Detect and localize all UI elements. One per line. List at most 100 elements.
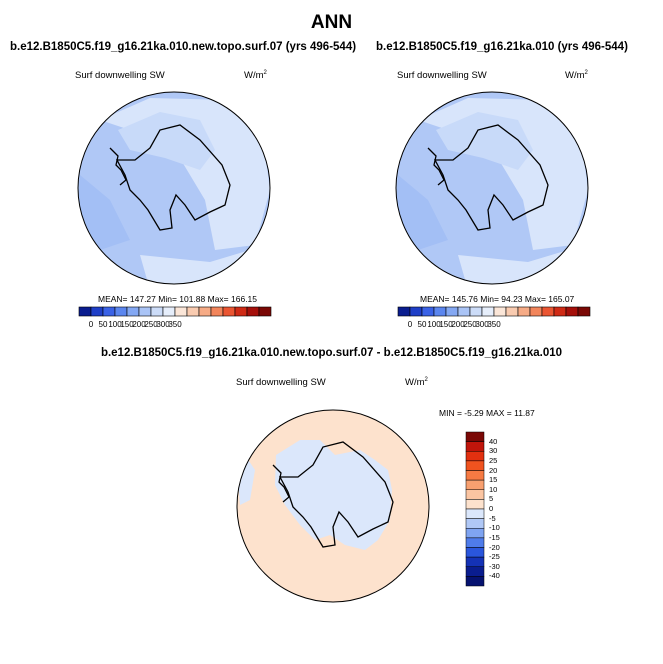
panel-3-colorbar-swatch: [465, 431, 485, 442]
panel-3-colorbar: [465, 431, 485, 587]
panel-2-colorbar-swatch: [493, 306, 507, 317]
panel-3-colorbar-label: 30: [489, 446, 498, 456]
panel-1-colorbar-swatch: [126, 306, 140, 317]
panel-3-colorbar-label: -5: [489, 513, 496, 523]
panel-2-colorbar-tick-label: 350: [487, 320, 501, 329]
panel-1-colorbar-tick-label: 350: [168, 320, 182, 329]
panel-3-title: b.e12.B1850C5.f19_g16.21ka.010.new.topo.…: [100, 347, 563, 359]
panel-3-stats: MIN = -5.29 MAX = 11.87: [439, 408, 535, 418]
panel-3-colorbar-swatch: [465, 460, 485, 471]
panel-3-colorbar-label: 15: [489, 475, 498, 485]
panel-3-colorbar-swatch: [465, 528, 485, 539]
panel-3-colorbar-label: -30: [489, 561, 500, 571]
panel-3-colorbar-swatch: [465, 470, 485, 481]
panel-3-colorbar-label: 40: [489, 436, 498, 446]
panel-3-colorbar-label: -20: [489, 542, 500, 552]
panel-1-colorbar-swatch: [102, 306, 116, 317]
panel-3-colorbar-label: -40: [489, 571, 500, 581]
panel-3-colorbar-swatch: [465, 547, 485, 558]
panel-1-colorbar-swatch: [222, 306, 236, 317]
panel-1-colorbar-tick-label: 100: [108, 320, 122, 329]
panel-2-colorbar: [397, 306, 591, 317]
panel-1-units: W/m2: [244, 70, 267, 82]
panel-2-colorbar-tick-label: 0: [407, 320, 413, 329]
panel-2-colorbar-swatch: [421, 306, 435, 317]
panel-2-colorbar-swatch: [445, 306, 459, 317]
panel-3-colorbar-label: -15: [489, 532, 500, 542]
panel-3-coastline: [272, 441, 394, 548]
panel-1-colorbar-tick-label: 200: [132, 320, 146, 329]
panel-2-colorbar-swatch: [409, 306, 423, 317]
panel-3-colorbar-swatch: [465, 451, 485, 462]
panel-1-colorbar-swatch: [90, 306, 104, 317]
panel-1-colorbar-swatch: [246, 306, 260, 317]
panel-1-colorbar-tick-label: 250: [144, 320, 158, 329]
panel-1-colorbar-swatch: [258, 306, 272, 317]
panel-2-colorbar-swatch: [469, 306, 483, 317]
panel-3-map: [237, 410, 429, 602]
panel-1-colorbar-tick-label: 50: [98, 320, 108, 329]
panel-3-colorbar-label: -25: [489, 552, 500, 562]
panel-1-colorbar: [78, 306, 272, 317]
panel-2-colorbar-swatch: [457, 306, 471, 317]
panel-2-colorbar-swatch: [553, 306, 567, 317]
panel-1-variable: Surf downwelling SW: [75, 70, 165, 81]
panel-2-colorbar-tick-label: 250: [463, 320, 477, 329]
panel-3-colorbar-swatch: [465, 441, 485, 452]
panel-3-colorbar-swatch: [465, 479, 485, 490]
panel-2-colorbar-swatch: [433, 306, 447, 317]
panel-3-colorbar-swatch: [465, 508, 485, 519]
page-title: ANN: [310, 12, 353, 33]
panel-2-colorbar-tick-label: 100: [427, 320, 441, 329]
panel-3-variable: Surf downwelling SW: [236, 377, 326, 388]
panel-2-globe-border: [395, 91, 589, 285]
panel-1-colorbar-swatch: [186, 306, 200, 317]
panel-3-colorbar-swatch: [465, 537, 485, 548]
panel-3-colorbar-swatch: [465, 499, 485, 510]
panel-2-stats: MEAN= 145.76 Min= 94.23 Max= 165.07: [420, 294, 575, 304]
panel-2-colorbar-swatch: [577, 306, 591, 317]
panel-3-colorbar-swatch: [465, 556, 485, 567]
panel-1-stats: MEAN= 147.27 Min= 101.88 Max= 166.15: [98, 294, 258, 304]
panel-3-colorbar-swatch: [465, 518, 485, 529]
panel-1-title: b.e12.B1850C5.f19_g16.21ka.010.new.topo.…: [10, 41, 357, 53]
panel-2-title: b.e12.B1850C5.f19_g16.21ka.010 (yrs 496-…: [376, 41, 628, 53]
panel-3-colorbar-label: 20: [489, 465, 498, 475]
panel-3-colorbar-swatch: [465, 576, 485, 587]
panel-3-colorbar-swatch: [465, 489, 485, 500]
panel-1-colorbar-swatch: [114, 306, 128, 317]
panel-3-units: W/m2: [405, 377, 428, 389]
panel-2-colorbar-tick-label: 50: [417, 320, 427, 329]
panel-2-colorbar-tick-label: 150: [439, 320, 453, 329]
panel-2-colorbar-swatch: [541, 306, 555, 317]
panel-1-globe-border: [77, 91, 271, 285]
panel-2-colorbar-tick-label: 200: [451, 320, 465, 329]
panel-1-colorbar-swatch: [162, 306, 176, 317]
panel-2-colorbar-swatch: [517, 306, 531, 317]
panel-2-variable: Surf downwelling SW: [397, 70, 487, 81]
panel-3-colorbar-label: 0: [489, 504, 494, 513]
panel-2-colorbar-swatch: [565, 306, 579, 317]
panel-1-coastline: [109, 124, 231, 231]
panel-1-colorbar-swatch: [174, 306, 188, 317]
panel-1-colorbar-tick-label: 300: [156, 320, 170, 329]
panel-1-colorbar-swatch: [150, 306, 164, 317]
panel-2-coastline: [427, 124, 549, 231]
panel-2-colorbar-swatch: [397, 306, 411, 317]
panel-3-colorbar-label: -10: [489, 523, 500, 533]
panel-2-map: [396, 92, 588, 284]
panel-3-colorbar-label: 10: [489, 484, 498, 494]
panel-2-colorbar-swatch: [529, 306, 543, 317]
panel-1-colorbar-swatch: [198, 306, 212, 317]
panel-1-colorbar-swatch: [210, 306, 224, 317]
panel-1-colorbar-tick-label: 150: [120, 320, 134, 329]
panel-1-colorbar-tick-label: 0: [88, 320, 94, 329]
panel-3-colorbar-swatch: [465, 566, 485, 577]
panel-1-map: [78, 92, 270, 284]
panel-2-units: W/m2: [565, 70, 588, 82]
panel-3-globe-border: [236, 409, 430, 603]
panel-1-colorbar-swatch: [78, 306, 92, 317]
panel-2-colorbar-swatch: [481, 306, 495, 317]
panel-2-colorbar-tick-label: 300: [475, 320, 489, 329]
